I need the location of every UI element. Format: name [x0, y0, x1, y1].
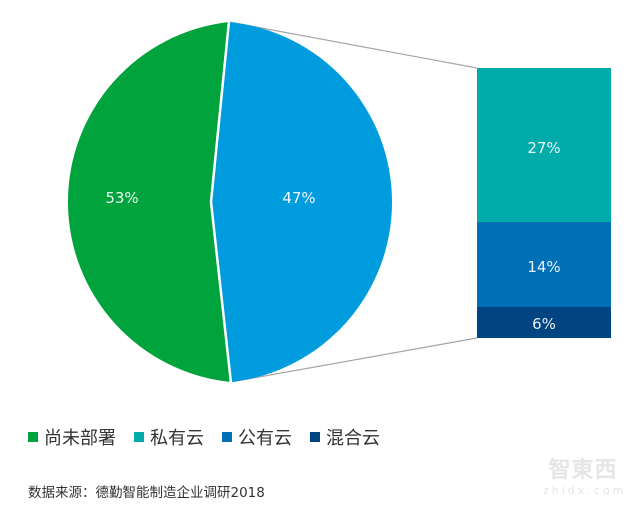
bar-segment-private-cloud: [477, 68, 611, 222]
pie-label-deployed: 47%: [282, 189, 315, 207]
pie-slice-divider: [209, 20, 233, 384]
legend-label: 尚未部署: [44, 428, 116, 449]
connector-line-top: [228, 21, 478, 69]
legend-swatch-teal: [134, 432, 144, 442]
watermark-url: zhidx.com: [543, 484, 627, 497]
legend-item-private-cloud: 私有云: [134, 424, 204, 450]
legend-item-not-deployed: 尚未部署: [28, 424, 116, 450]
legend-item-hybrid-cloud: 混合云: [310, 424, 380, 450]
watermark-main: 智東西: [548, 458, 618, 483]
bar-segment-hybrid-cloud: [477, 307, 611, 338]
bar-label-public-cloud: 14%: [527, 258, 560, 276]
legend-swatch-navy: [310, 432, 320, 442]
legend-swatch-blue: [222, 432, 232, 442]
pie-label-not-deployed: 53%: [105, 189, 138, 207]
legend-label: 私有云: [150, 428, 204, 449]
legend-label: 公有云: [238, 428, 292, 449]
legend-item-public-cloud: 公有云: [222, 424, 292, 450]
bar-label-private-cloud: 27%: [527, 139, 560, 157]
pie-slice-deployed: [211, 22, 393, 382]
legend-swatch-green: [28, 432, 38, 442]
connector-line-bottom: [230, 337, 478, 383]
chart-legend: 尚未部署 私有云 公有云 混合云: [28, 424, 398, 450]
source-note: 数据来源：德勤智能制造企业调研2018: [28, 485, 265, 501]
bar-label-hybrid-cloud: 6%: [532, 315, 556, 333]
pie-slice-not-deployed: [67, 22, 231, 382]
legend-label: 混合云: [326, 428, 380, 449]
bar-segment-public-cloud: [477, 222, 611, 307]
watermark-logo: 智東西 zhidx.com: [543, 452, 623, 497]
